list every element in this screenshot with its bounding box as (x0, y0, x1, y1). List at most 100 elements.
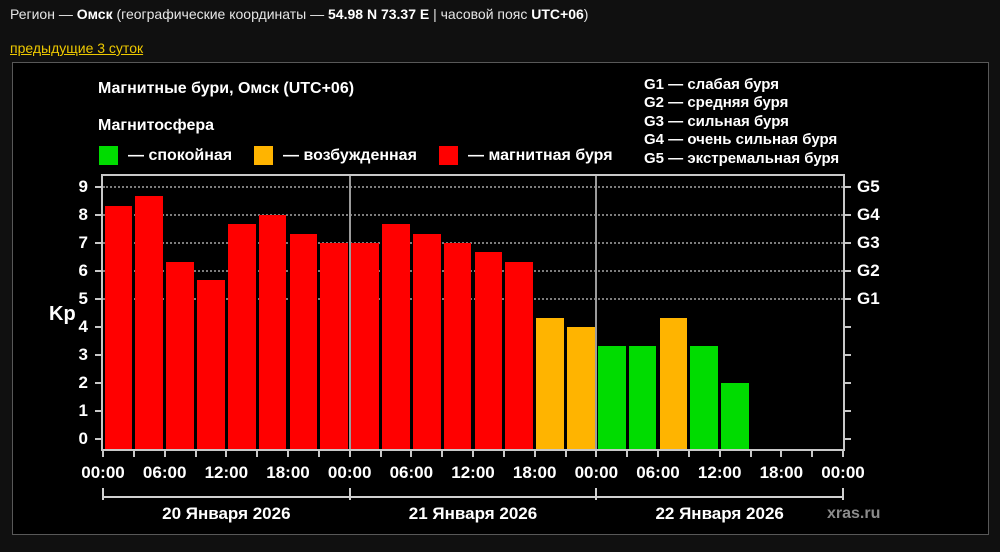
day-bracket-tick (102, 488, 104, 500)
right-axis-tick (845, 214, 851, 216)
right-axis-tick (845, 354, 851, 356)
x-axis-tick (687, 451, 690, 457)
x-axis-tick (533, 451, 536, 457)
x-axis-tick (256, 451, 259, 457)
x-axis-tick (749, 451, 752, 457)
kp-bar (536, 317, 564, 449)
x-axis-tick (163, 451, 166, 457)
x-axis-tick (472, 451, 474, 457)
x-axis-tick (626, 451, 629, 457)
day-separator (348, 176, 351, 449)
x-axis-tick (317, 451, 320, 457)
x-axis-tick (379, 451, 382, 457)
y-axis-tick-label: 8 (78, 205, 88, 224)
x-axis-tick (780, 451, 783, 457)
legend-title: Магнитосфера (98, 117, 215, 134)
x-axis-tick-label: 18:00 (266, 463, 310, 482)
kp-bar (443, 243, 472, 449)
x-axis-tick-label: 06:00 (142, 463, 187, 482)
kp-bar (474, 252, 503, 449)
g-level-label: G2 (857, 261, 880, 280)
chart-title: Магнитные бури, Омск (UTC+06) (98, 80, 355, 97)
g-legend-line: G2 — средняя буря (644, 94, 789, 112)
gridline-G5 (103, 186, 843, 188)
x-axis-tick (225, 451, 228, 457)
day-bracket-tick (842, 488, 844, 500)
region-header-mid: (географические координаты — (112, 6, 329, 22)
chart-panel: Магнитные бури, Омск (UTC+06) Магнитосфе… (12, 62, 989, 535)
right-axis-tick (845, 410, 851, 412)
x-axis-tick-label: 18:00 (512, 463, 557, 482)
x-axis-tick-label: 12:00 (451, 463, 495, 482)
watermark: xras.ru (827, 505, 881, 522)
g-level-label: G3 (857, 233, 880, 252)
kp-bar (351, 243, 379, 449)
x-axis-tick (410, 451, 413, 457)
right-axis-tick (845, 186, 851, 188)
g-scale-legend: G1 — слабая буря G2 — средняя буря G3 — … (644, 76, 839, 168)
x-axis-tick-label: 00:00 (327, 463, 372, 482)
right-axis-tick (845, 382, 851, 384)
right-axis-tick (845, 242, 851, 244)
region-timezone: UTC+06 (531, 6, 584, 22)
x-axis-tick-label: 00:00 (574, 463, 619, 482)
kp-bar (659, 317, 688, 449)
day-label: 22 Января 2026 (655, 504, 784, 523)
x-axis-tick (502, 451, 505, 457)
y-axis-tick-label: 1 (78, 401, 88, 420)
x-axis-tick-label: 06:00 (389, 463, 434, 482)
x-axis-tick (842, 451, 844, 457)
storm-color-swatch (439, 146, 458, 165)
right-axis-tick (845, 438, 851, 440)
x-axis-tick (102, 451, 104, 457)
x-axis-tick-label: 18:00 (759, 463, 804, 482)
day-bracket-tick (348, 488, 351, 500)
day-label: 20 Января 2026 (162, 504, 291, 523)
x-axis-tick (348, 451, 351, 457)
region-header-separator: | часовой пояс (429, 6, 532, 22)
kp-bar (227, 224, 256, 449)
x-axis-tick (811, 451, 814, 457)
x-axis-tick (287, 451, 289, 457)
x-axis-tick (441, 451, 444, 457)
kp-bar (382, 224, 410, 449)
x-axis-tick-label: 00:00 (81, 463, 125, 482)
legend-item-label: — магнитная буря (468, 147, 613, 164)
excited-color-swatch (254, 146, 273, 165)
kp-bar (567, 327, 595, 449)
x-axis-tick (564, 451, 567, 457)
kp-bar (197, 280, 225, 449)
kp-bar (505, 261, 534, 449)
day-bracket-tick (595, 488, 598, 500)
y-axis-tick-label: 2 (78, 373, 88, 392)
x-axis-tick (132, 451, 135, 457)
g-level-label: G1 (857, 289, 880, 308)
region-header: Регион — Омск (географические координаты… (10, 6, 588, 22)
gridline-G4 (103, 214, 843, 216)
y-axis-tick-label: 0 (78, 429, 88, 448)
right-axis-tick (845, 298, 851, 300)
g-legend-line: G5 — экстремальная буря (644, 149, 840, 167)
g-level-label: G4 (857, 205, 880, 224)
right-axis-tick (845, 270, 851, 272)
legend-item-label: — возбужденная (283, 147, 417, 164)
day-label: 21 Января 2026 (408, 504, 538, 523)
y-axis-label: Kp (49, 303, 76, 325)
y-axis-tick-label: 9 (78, 177, 88, 196)
x-axis-tick-label: 00:00 (821, 463, 865, 482)
g-legend-line: G4 — очень сильная буря (644, 131, 838, 149)
gridline-G3 (103, 242, 843, 244)
x-axis-tick-label: 12:00 (204, 463, 249, 482)
kp-bar (258, 215, 287, 449)
kp-bar (597, 345, 626, 449)
x-axis-tick (194, 451, 197, 457)
x-axis-tick (657, 451, 659, 457)
kp-bar (289, 233, 318, 449)
kp-bar (412, 233, 441, 449)
right-axis-tick (845, 326, 851, 328)
region-header-prefix: Регион — (10, 6, 77, 22)
previous-3-days-link[interactable]: предыдущие 3 суток (10, 40, 144, 56)
kp-bar (628, 345, 657, 449)
gridline-G1 (103, 298, 843, 300)
region-header-suffix: ) (583, 6, 589, 22)
